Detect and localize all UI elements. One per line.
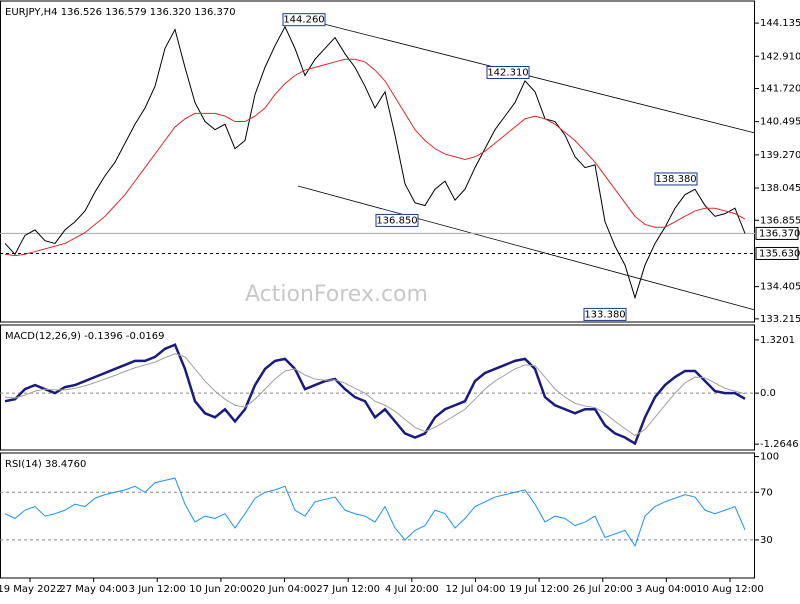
y-tick-label: -1.2646 [760, 439, 799, 450]
x-tick-label: 10 Jun 20:00 [189, 584, 253, 595]
y-tick-label: 1.3201 [760, 335, 795, 346]
series-line [4, 58, 746, 257]
price-tag-label: 136.370 [759, 228, 800, 239]
x-tick-label: 3 Jun 12:00 [129, 584, 186, 595]
x-tick-label: 12 Jul 04:00 [445, 584, 505, 595]
panel-title: RSI(14) 38.4760 [5, 459, 86, 470]
x-tick-label: 10 Aug 12:00 [696, 584, 763, 595]
y-tick-label: 141.720 [760, 83, 800, 94]
price-annotation-box [282, 13, 326, 27]
x-tick-label: 27 May 04:00 [59, 584, 128, 595]
price-annotation-box [375, 213, 419, 227]
series-line [4, 477, 746, 548]
price-annotation-box [486, 66, 530, 80]
series-line [4, 353, 746, 437]
y-tick-label: 138.045 [760, 183, 800, 194]
price-tag [755, 246, 799, 260]
panel-border [0, 324, 755, 451]
panel-border [0, 452, 755, 579]
x-tick-label: 26 Jul 20:00 [573, 584, 633, 595]
price-annotation: 133.380 [584, 309, 625, 320]
price-annotation: 138.380 [655, 174, 696, 185]
y-tick-label: 140.495 [760, 117, 800, 128]
x-tick-label: 27 Jun 12:00 [316, 584, 380, 595]
x-tick-label: 4 Jul 20:00 [385, 584, 439, 595]
y-tick-label: 142.910 [760, 51, 800, 62]
price-tag [755, 226, 799, 240]
x-tick-label: 19 May 2022 [0, 584, 63, 595]
price-annotation: 142.310 [487, 68, 528, 79]
y-tick-label: 144.135 [760, 18, 800, 29]
channel-bottom [297, 185, 756, 311]
panel-title: MACD(12,26,9) -0.1396 -0.0169 [5, 331, 165, 342]
panel-border [0, 0, 755, 323]
y-tick-label: 100 [760, 452, 779, 463]
y-tick-label: 134.405 [760, 282, 800, 293]
y-tick-label: 139.270 [760, 150, 800, 161]
price-tag-label: 135.630 [759, 248, 800, 259]
y-tick-label: 0.0 [760, 388, 776, 399]
price-annotation: 144.260 [283, 15, 324, 26]
watermark: ActionForex.com [245, 282, 428, 307]
price-annotation-box [654, 172, 698, 186]
series-line [4, 343, 746, 446]
price-annotation-box [583, 307, 627, 321]
x-tick-label: 20 Jun 04:00 [253, 584, 317, 595]
x-tick-label: 19 Jul 12:00 [509, 584, 569, 595]
y-tick-label: 30 [760, 535, 773, 546]
price-annotation: 136.850 [376, 215, 417, 226]
y-tick-label: 70 [760, 487, 773, 498]
x-tick-label: 3 Aug 04:00 [636, 584, 697, 595]
y-tick-label: 133.215 [760, 314, 800, 325]
series-line [4, 25, 746, 300]
y-tick-label: 136.855 [760, 215, 800, 226]
panel-title: EURJPY,H4 136.526 136.579 136.320 136.37… [5, 7, 236, 18]
